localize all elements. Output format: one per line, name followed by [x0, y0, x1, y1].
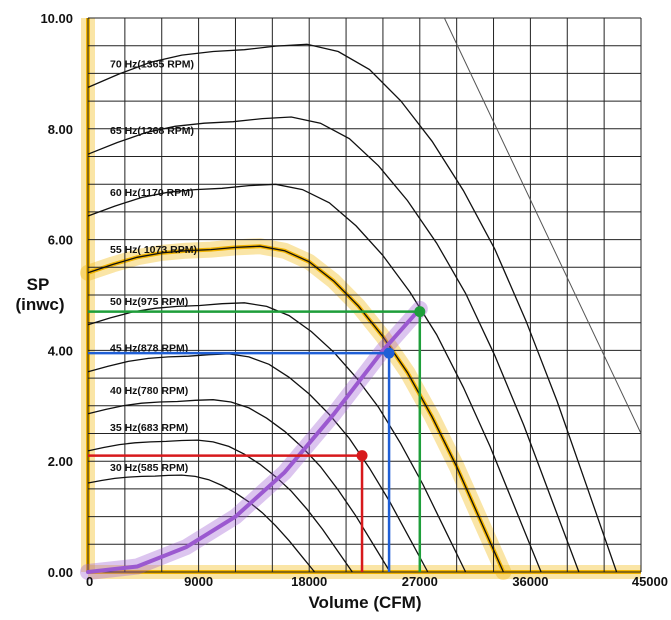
x-axis-title: Volume (CFM) [308, 593, 421, 612]
y-tick-label: 8.00 [48, 122, 73, 137]
y-tick-label: 10.00 [40, 11, 73, 26]
curve-label-60hz: 60 Hz(1170 RPM) [110, 187, 193, 199]
curve-label-50hz: 50 Hz(975 RPM) [110, 296, 188, 308]
x-tick-label: 36000 [512, 574, 548, 589]
system-curve [86, 306, 422, 574]
operating-point-1 [356, 450, 368, 462]
curve-labels: 30 Hz(585 RPM) 35 Hz(683 RPM) 40 Hz(780 RP… [110, 58, 197, 474]
operating-point-3 [414, 306, 426, 318]
fan-curve-30hz [87, 474, 316, 573]
curve-label-55hz: 55 Hz( 1073 RPM) [110, 244, 197, 256]
y-tick-label: 6.00 [48, 233, 73, 248]
fan-curve-60hz [87, 183, 542, 573]
fan-curve-45hz [87, 353, 429, 573]
curve-label-70hz: 70 Hz(1365 RPM) [110, 58, 194, 70]
x-tick-label: 45000 [632, 574, 668, 589]
x-tick-label: 0 [86, 574, 93, 589]
y-tick-label: 2.00 [48, 454, 73, 469]
fan-curve-65hz [87, 116, 580, 573]
operating-point-2 [383, 347, 395, 359]
system-curve-layer [80, 300, 428, 580]
curve-label-30hz: 30 Hz(585 RPM) [110, 462, 188, 474]
tick-labels: 0.00 2.00 4.00 6.00 8.00 10.00 0 9000 18000 27000… [40, 11, 668, 589]
x-tick-label: 27000 [402, 574, 438, 589]
fan-curve-35hz [87, 439, 353, 573]
x-tick-label: 9000 [184, 574, 213, 589]
operating-points-layer [88, 306, 426, 572]
fan-curve-55hz [87, 245, 504, 573]
diagonal-line [443, 17, 642, 434]
x-tick-label: 18000 [291, 574, 327, 589]
grid [87, 17, 642, 573]
fan-curve-70hz [87, 43, 618, 573]
y-axis-title-line2: (inwc) [15, 295, 64, 314]
curve-label-35hz: 35 Hz(683 RPM) [110, 422, 188, 434]
y-axis-title-line1: SP [27, 275, 50, 294]
fan-curve-40hz [87, 399, 391, 573]
curve-label-65hz: 65 Hz(1268 RPM) [110, 125, 194, 137]
y-tick-label: 0.00 [48, 565, 73, 580]
y-tick-label: 4.00 [48, 343, 73, 358]
curve-label-40hz: 40 Hz(780 RPM) [110, 385, 188, 397]
curve-label-45hz: 45 Hz(878 RPM) [110, 343, 188, 355]
